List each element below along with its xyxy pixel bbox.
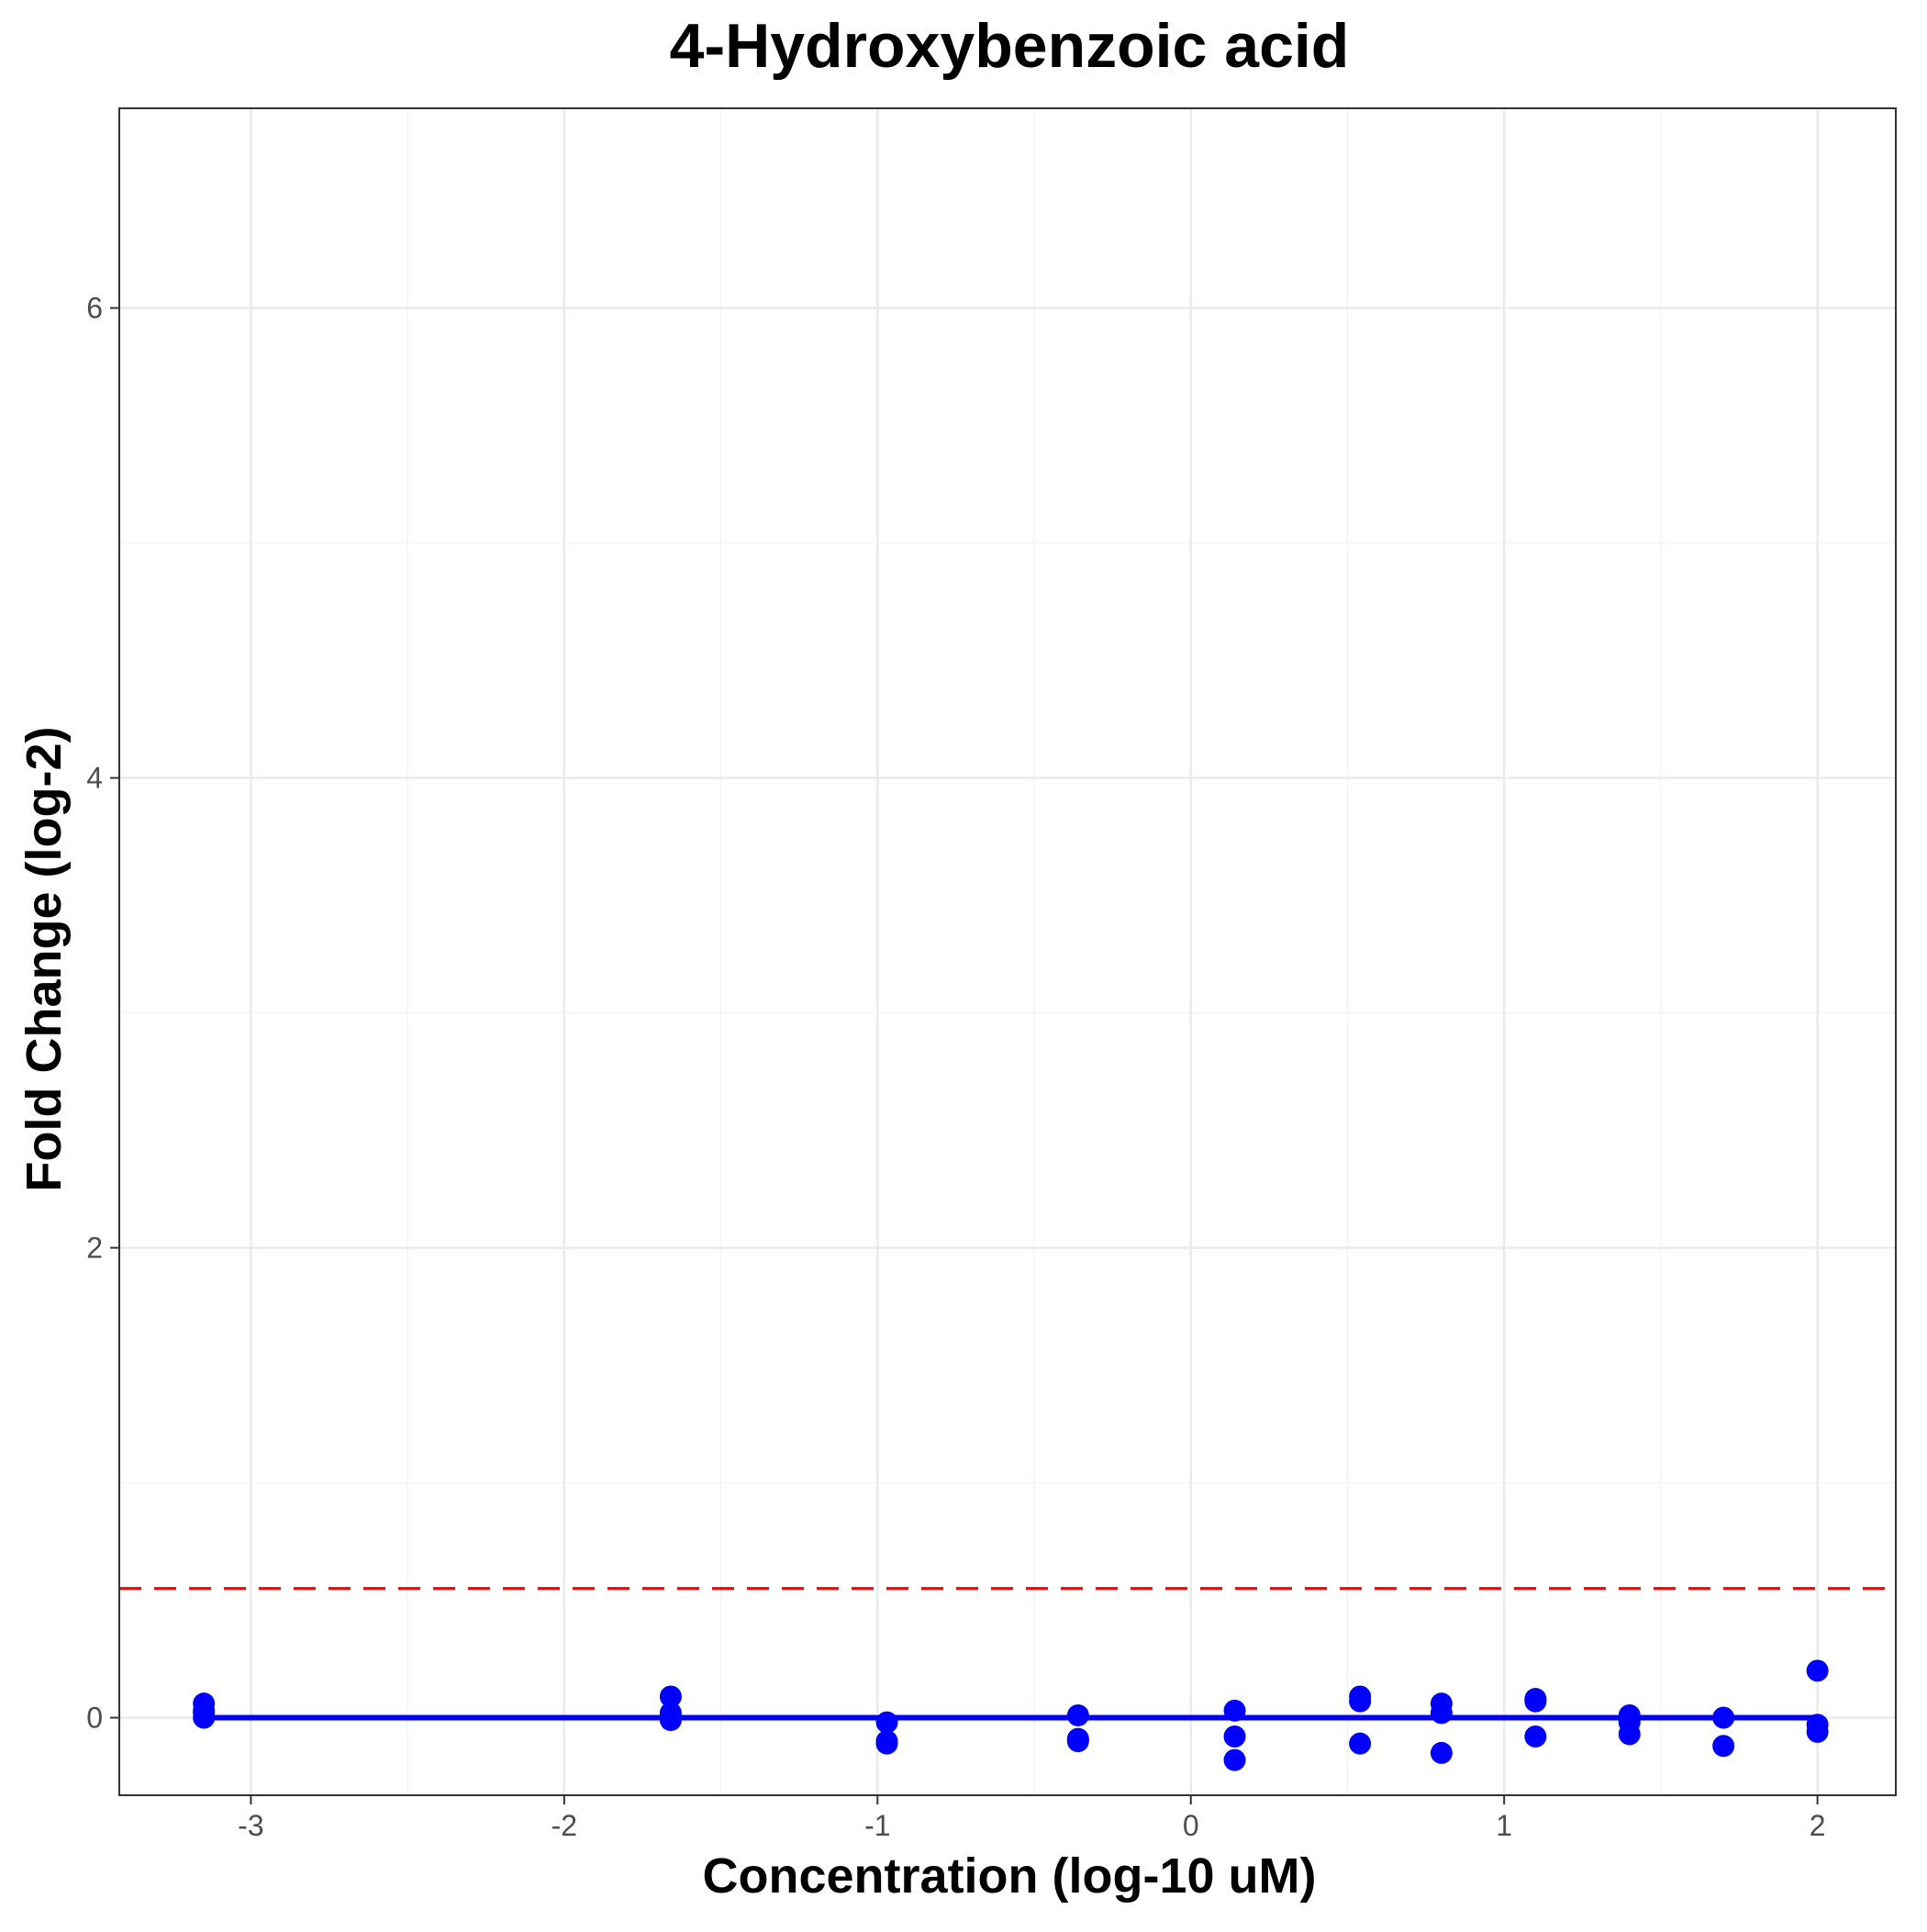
data-point <box>1349 1690 1372 1713</box>
reference-lines <box>119 1587 1896 1721</box>
x-tick-label: 0 <box>1183 1809 1199 1842</box>
data-point <box>875 1730 898 1753</box>
data-point <box>1524 1725 1547 1748</box>
data-point <box>1806 1720 1829 1743</box>
grid-lines <box>119 108 1896 1795</box>
y-axis-ticks: 0 2 4 6 <box>86 292 119 1735</box>
data-point <box>1806 1659 1829 1682</box>
y-tick-label: 0 <box>86 1702 103 1735</box>
data-point <box>1223 1748 1246 1771</box>
data-point <box>1223 1699 1246 1722</box>
data-point <box>1618 1723 1641 1746</box>
x-tick-label: 2 <box>1810 1809 1826 1842</box>
y-tick-label: 4 <box>86 762 103 795</box>
x-tick-label: 1 <box>1496 1809 1512 1842</box>
x-axis-label: Concentration (log-10 uM) <box>703 1848 1317 1904</box>
data-point <box>659 1709 682 1732</box>
y-tick-label: 6 <box>86 292 103 325</box>
data-point <box>1430 1741 1453 1764</box>
data-point <box>1349 1732 1372 1755</box>
plot-panel-border <box>118 107 1897 1796</box>
data-point <box>1066 1703 1089 1726</box>
x-tick-label: -2 <box>551 1809 577 1842</box>
data-point <box>875 1711 898 1734</box>
x-tick-label: -3 <box>238 1809 263 1842</box>
data-point <box>1066 1730 1089 1753</box>
x-tick-label: -1 <box>864 1809 890 1842</box>
data-points <box>193 1659 1829 1771</box>
x-axis-ticks: -3 -2 -1 0 1 2 <box>238 1795 1826 1842</box>
data-point <box>1430 1702 1453 1725</box>
data-point <box>1524 1690 1547 1713</box>
y-tick-label: 2 <box>86 1232 103 1265</box>
chart-title: 4-Hydroxybenzoic acid <box>670 11 1350 81</box>
data-point <box>1223 1725 1246 1748</box>
data-point <box>659 1685 682 1708</box>
y-axis-label: Fold Change (log-2) <box>17 727 72 1192</box>
data-point <box>1712 1735 1735 1758</box>
data-point <box>193 1702 216 1725</box>
data-point <box>1712 1706 1735 1729</box>
